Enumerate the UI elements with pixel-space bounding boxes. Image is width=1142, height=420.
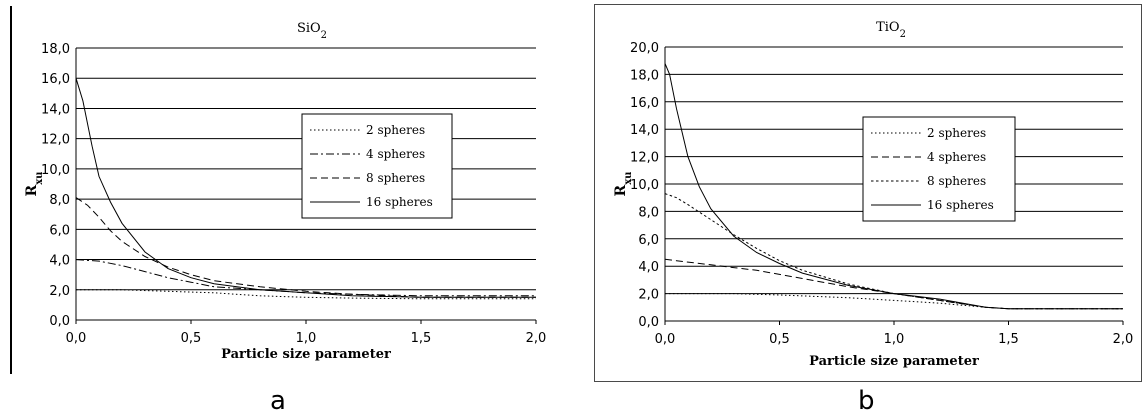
x-tick-label: 1,0 (884, 332, 905, 347)
x-axis-label: Particle size parameter (221, 347, 391, 362)
x-tick-label: 2,0 (526, 331, 547, 346)
y-tick-label: 2,0 (638, 288, 659, 303)
y-tick-label: 4,0 (49, 254, 70, 269)
legend-label: 16 spheres (927, 198, 994, 212)
legend-box (862, 116, 1016, 222)
y-tick-label: 18,0 (630, 68, 659, 83)
subfigure-label-a: a (270, 386, 286, 416)
subfigure-label-b: b (858, 386, 875, 416)
y-tick-label: 14,0 (630, 123, 659, 138)
x-tick-label: 0,5 (769, 332, 790, 347)
chart-title-subscript: 2 (900, 29, 906, 40)
series-line (664, 258, 1123, 310)
legend-box (301, 113, 453, 219)
y-tick-label: 0,0 (638, 315, 659, 330)
chart-panel-b: TiO2 0,0 2,0 4,0 6,0 8,0 10,0 12,0 14,0 16,0 18,0 2… (594, 4, 1142, 382)
series-line (75, 197, 536, 298)
chart-title: TiO2 (876, 20, 906, 40)
chart-title: SiO2 (297, 21, 327, 41)
series-line (665, 293, 1123, 310)
y-tick-label: 6,0 (638, 233, 659, 248)
x-tick-label: 1,5 (411, 331, 432, 346)
y-tick-label: 4,0 (638, 260, 659, 275)
legend-label: 16 spheres (366, 195, 433, 209)
x-axis-label: Particle size parameter (809, 354, 979, 369)
x-tick-label: 0,5 (181, 331, 202, 346)
chart-title-subscript: 2 (321, 30, 327, 41)
y-axis-label: Rxu (24, 172, 45, 197)
y-tick-label: 10,0 (630, 178, 659, 193)
y-tick-label: 8,0 (638, 205, 659, 220)
y-axis-label-subscript: xu (623, 172, 634, 185)
y-tick-label: 12,0 (630, 151, 659, 166)
x-tick-label: 0,0 (66, 331, 87, 346)
y-axis-label-subscript: xu (34, 172, 45, 185)
series-line (664, 63, 1123, 310)
legend-label: 2 spheres (366, 123, 425, 137)
y-tick-label: 2,0 (49, 284, 70, 299)
x-tick-label: 1,0 (296, 331, 317, 346)
x-tick-label: 0,0 (655, 332, 676, 347)
y-tick-label: 16,0 (41, 72, 70, 87)
legend-label: 4 spheres (927, 150, 986, 164)
series-line (76, 289, 536, 300)
y-tick-label: 14,0 (41, 102, 70, 117)
chart-panel-a: SiO2 0,0 2,0 4,0 6,0 8,0 10,0 12,0 14,0 16,0 18,0 0… (10, 6, 560, 374)
y-tick-label: 10,0 (41, 163, 70, 178)
legend-label: 2 spheres (927, 126, 986, 140)
y-tick-label: 12,0 (41, 133, 70, 148)
y-tick-label: 8,0 (49, 193, 70, 208)
y-tick-label: 6,0 (49, 223, 70, 238)
x-tick-label: 1,5 (998, 332, 1019, 347)
y-tick-label: 16,0 (630, 96, 659, 111)
chart-sio2: SiO2 0,0 2,0 4,0 6,0 8,0 10,0 12,0 14,0 16,0 18,0 0… (24, 21, 547, 362)
legend-label: 8 spheres (366, 171, 425, 185)
x-tick-label: 2,0 (1113, 332, 1134, 347)
series-line (75, 78, 536, 298)
chart-tio2: TiO2 0,0 2,0 4,0 6,0 8,0 10,0 12,0 14,0 16,0 18,0 2… (613, 20, 1134, 369)
y-tick-label: 0,0 (49, 314, 70, 329)
y-tick-label: 18,0 (41, 42, 70, 57)
legend-label: 4 spheres (366, 147, 425, 161)
legend-label: 8 spheres (927, 174, 986, 188)
y-tick-label: 20,0 (630, 41, 659, 56)
